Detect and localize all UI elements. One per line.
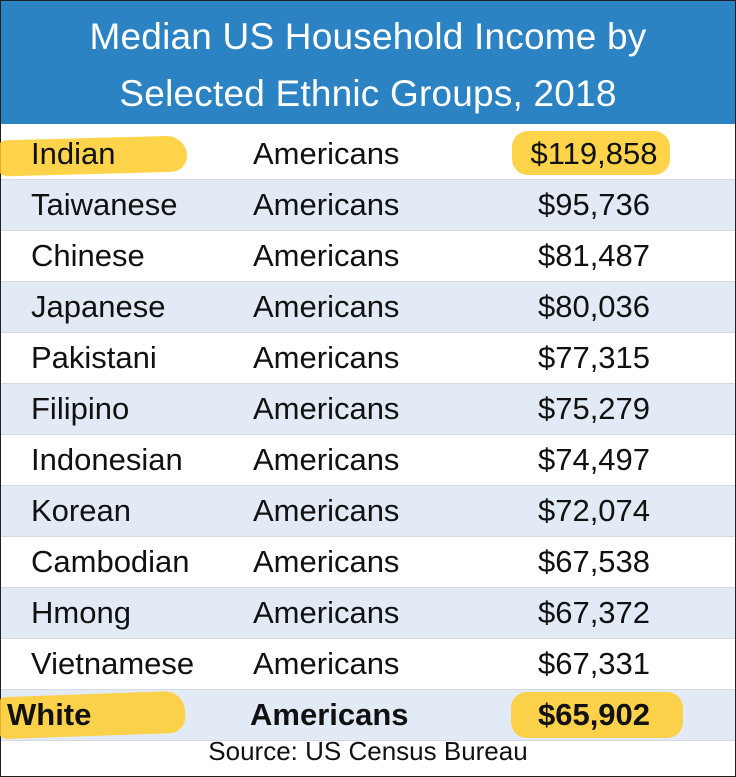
group-cell: Vietnamese [31,646,195,681]
table-row: Hmong Americans $67,372 [1,588,735,639]
group-cell: Japanese [31,289,166,324]
table-row: Japanese Americans $80,036 [1,282,735,333]
suffix-cell: Americans [253,340,400,375]
table-row: Pakistani Americans $77,315 [1,333,735,384]
group-cell: Cambodian [31,544,190,579]
table-row: Korean Americans $72,074 [1,486,735,537]
title-line-2: Selected Ethnic Groups, 2018 [119,73,617,114]
table-row: Indonesian Americans $74,497 [1,435,735,486]
group-cell: White [7,697,92,732]
income-value-cell: $119,858 [530,136,658,171]
table-row: Taiwanese Americans $95,736 [1,180,735,231]
income-value-cell: $67,331 [537,646,651,681]
group-cell: Pakistani [31,340,157,375]
income-value-cell: $80,036 [537,289,651,324]
suffix-cell: Americans [253,136,400,171]
income-table: Indian Americans $119,858 Taiwanese American… [0,129,735,741]
group-cell: Taiwanese [31,187,178,222]
header-divider [1,124,735,129]
group-cell: Hmong [31,595,131,630]
income-value-cell: $77,315 [537,340,651,375]
income-value-cell: $95,736 [537,187,651,222]
suffix-cell: Americans [253,544,400,579]
table-row: Filipino Americans $75,279 [1,384,735,435]
table-row: Vietnamese Americans $67,331 [1,639,735,690]
income-value-cell: $67,372 [537,595,651,630]
table-row: Indian Americans $119,858 [0,129,735,180]
title-line-1: Median US Household Income by [89,16,647,57]
suffix-cell: Americans [253,187,400,222]
income-value-cell: $74,497 [537,442,651,477]
table-row: White Americans $65,902 [0,690,735,741]
group-cell: Indian [31,136,116,171]
income-value-cell: $67,538 [537,544,651,579]
group-cell: Korean [31,493,131,528]
group-cell: Filipino [31,391,130,426]
table-row: Chinese Americans $81,487 [1,231,735,282]
suffix-cell: Americans [253,442,400,477]
group-cell: Indonesian [31,442,183,477]
table-row: Cambodian Americans $67,538 [1,537,735,588]
suffix-cell: Americans [253,289,400,324]
income-value-cell: $81,487 [537,238,651,273]
suffix-cell: Americans [250,697,409,732]
income-value-cell: $72,074 [537,493,651,528]
source-note: Source: US Census Bureau [208,736,528,766]
highlight-marker [511,692,683,738]
income-value-cell: $75,279 [537,391,651,426]
income-value-cell: $65,902 [537,697,651,732]
suffix-cell: Americans [253,493,400,528]
suffix-cell: Americans [253,391,400,426]
suffix-cell: Americans [253,595,400,630]
highlight-marker [512,131,670,175]
suffix-cell: Americans [253,646,400,681]
title-banner: Median US Household Income by Selected E… [1,1,735,124]
suffix-cell: Americans [253,238,400,273]
group-cell: Chinese [31,238,145,273]
